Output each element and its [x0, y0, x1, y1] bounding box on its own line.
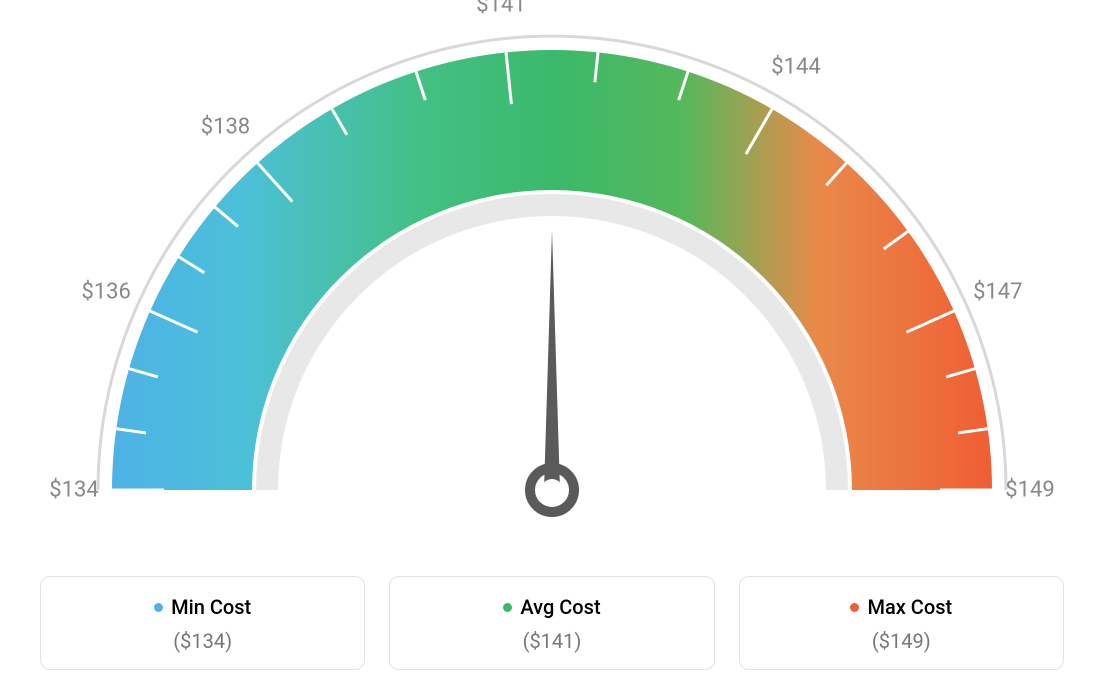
min-cost-card: Min Cost ($134) — [40, 576, 365, 670]
gauge-chart: $134 $136 $138 $141 $144 $147 $149 — [0, 0, 1104, 560]
gauge-tick-label: $138 — [201, 115, 250, 140]
avg-cost-value: ($141) — [400, 629, 703, 653]
max-cost-value: ($149) — [750, 629, 1053, 653]
min-cost-dot — [154, 603, 163, 612]
min-cost-title: Min Cost — [154, 595, 251, 619]
gauge-svg — [0, 0, 1104, 560]
summary-cards: Min Cost ($134) Avg Cost ($141) Max Cost… — [0, 576, 1104, 670]
max-cost-card: Max Cost ($149) — [739, 576, 1064, 670]
max-cost-title: Max Cost — [850, 595, 952, 619]
avg-cost-dot — [503, 603, 512, 612]
gauge-tick-label: $147 — [973, 279, 1022, 304]
avg-cost-card: Avg Cost ($141) — [389, 576, 714, 670]
gauge-tick-label: $136 — [81, 279, 130, 304]
avg-cost-label: Avg Cost — [520, 595, 600, 619]
max-cost-label: Max Cost — [867, 595, 952, 619]
min-cost-label: Min Cost — [171, 595, 251, 619]
gauge-tick-label: $144 — [771, 55, 820, 80]
avg-cost-title: Avg Cost — [503, 595, 600, 619]
gauge-tick-label: $141 — [476, 0, 525, 17]
max-cost-dot — [850, 603, 859, 612]
gauge-tick-label: $149 — [1005, 478, 1054, 503]
min-cost-value: ($134) — [51, 629, 354, 653]
gauge-tick-label: $134 — [49, 478, 98, 503]
